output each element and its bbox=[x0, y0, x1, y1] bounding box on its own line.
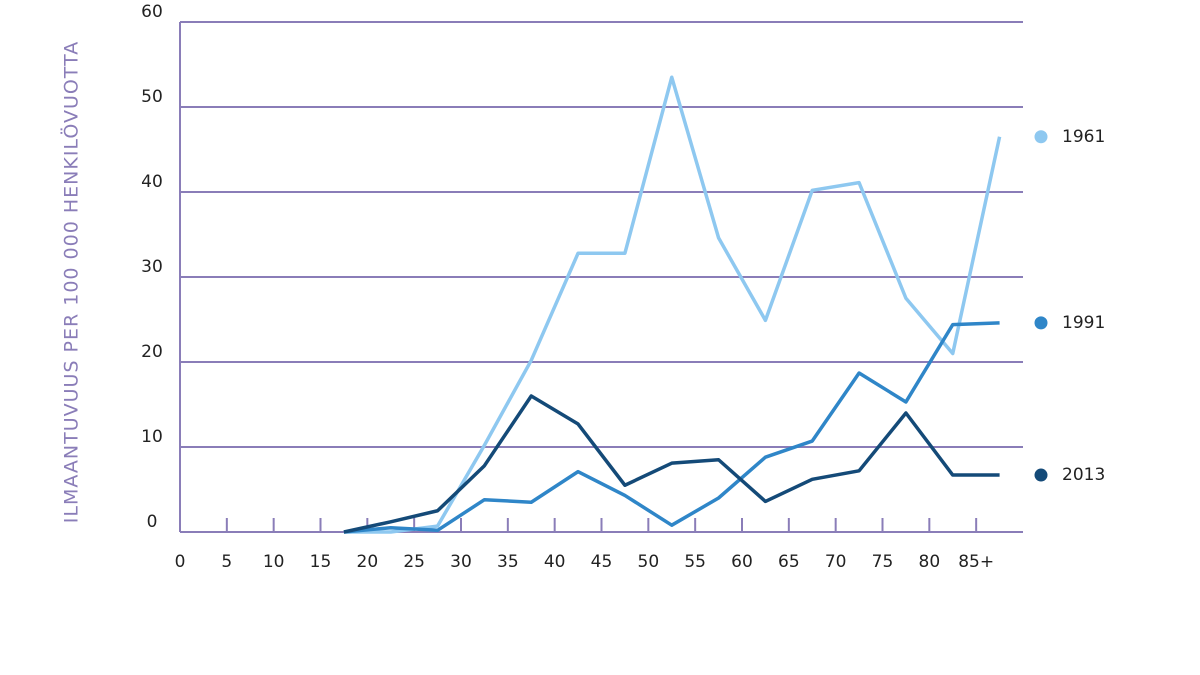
x-tick-label: 10 bbox=[263, 552, 285, 572]
x-tick-label: 75 bbox=[872, 552, 894, 572]
legend-marker bbox=[1034, 468, 1048, 482]
series-line bbox=[343, 75, 1002, 534]
y-tick-label: 20 bbox=[141, 342, 163, 362]
y-tick-label: 60 bbox=[141, 2, 163, 22]
x-tick-label: 30 bbox=[450, 552, 472, 572]
x-tick-label: 0 bbox=[175, 552, 186, 572]
legend-marker bbox=[1034, 130, 1048, 144]
y-tick-label: 0 bbox=[147, 512, 158, 532]
x-tick-label: 15 bbox=[310, 552, 332, 572]
legend-marker bbox=[1034, 316, 1048, 330]
x-tick-label: 80 bbox=[919, 552, 941, 572]
legend-label: 1961 bbox=[1062, 127, 1105, 147]
y-tick-label: 10 bbox=[141, 427, 163, 447]
x-tick-label: 25 bbox=[403, 552, 425, 572]
x-tick-label: 65 bbox=[778, 552, 800, 572]
legend-label: 1991 bbox=[1062, 313, 1105, 333]
y-tick-label: 40 bbox=[141, 172, 163, 192]
series-line bbox=[343, 321, 1000, 534]
x-tick-label: 85+ bbox=[958, 552, 994, 572]
y-tick-label: 50 bbox=[141, 87, 163, 107]
x-tick-label: 55 bbox=[684, 552, 706, 572]
x-tick-label: 70 bbox=[825, 552, 847, 572]
x-tick-label: 35 bbox=[497, 552, 519, 572]
x-tick-label: 5 bbox=[221, 552, 232, 572]
y-axis-label: ILMAANTUVUUS PER 100 000 HENKILÖVUOTTA bbox=[60, 41, 83, 523]
x-tick-label: 60 bbox=[731, 552, 753, 572]
y-tick-label: 30 bbox=[141, 257, 163, 277]
legend-label: 2013 bbox=[1062, 465, 1105, 485]
series-line bbox=[343, 394, 1000, 534]
x-tick-label: 50 bbox=[638, 552, 660, 572]
x-tick-label: 45 bbox=[591, 552, 613, 572]
x-tick-label: 40 bbox=[544, 552, 566, 572]
x-tick-label: 20 bbox=[357, 552, 379, 572]
